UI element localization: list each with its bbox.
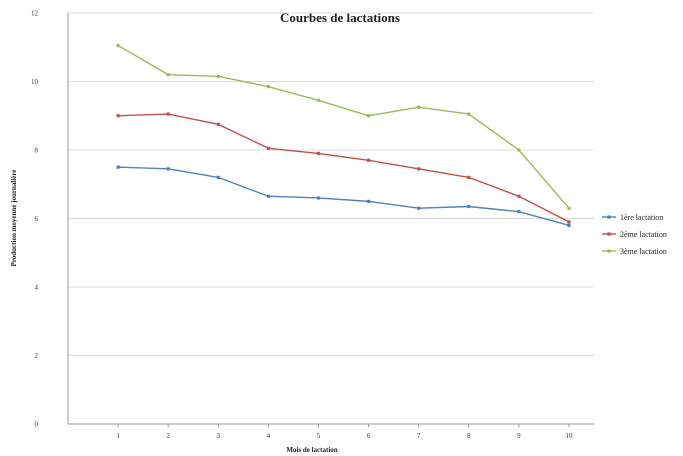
x-tick-label: 7	[417, 432, 421, 440]
data-point-series-1	[567, 223, 571, 227]
x-tick-label: 2	[166, 432, 170, 440]
data-point-series-2	[366, 158, 371, 162]
x-tick-label: 5	[317, 432, 321, 440]
x-axis-label: Mois de lactation	[286, 446, 337, 454]
x-tick-label: 8	[467, 432, 471, 440]
series-line-2	[118, 113, 570, 223]
data-point-series-3	[567, 206, 571, 210]
data-point-series-2	[517, 194, 521, 198]
legend-swatch-marker	[607, 232, 611, 236]
data-point-series-2	[467, 175, 471, 179]
legend-item-2: 2ème lactation	[602, 230, 667, 239]
y-tick-label: 12	[31, 10, 39, 18]
gridlines	[68, 12, 594, 425]
legend-swatch-marker	[607, 215, 611, 219]
data-point-series-1	[517, 210, 521, 214]
data-point-series-3	[366, 114, 371, 118]
data-point-series-3	[517, 148, 521, 152]
data-point-series-1	[316, 196, 321, 200]
x-tick-label: 1	[116, 432, 120, 440]
series-line-3	[117, 44, 570, 209]
x-tick-label: 4	[267, 432, 271, 440]
data-point-series-2	[316, 151, 321, 156]
data-point-series-2	[116, 114, 120, 118]
data-point-series-3	[216, 74, 220, 78]
data-point-series-3	[116, 43, 120, 48]
y-tick-label: 2	[35, 352, 39, 360]
chart-title: Courbes de lactations	[280, 10, 400, 25]
legend-label: 2ème lactation	[620, 230, 667, 239]
y-axis-label: Production moyenne journalière	[10, 170, 18, 267]
y-tick-label: 8	[35, 147, 39, 155]
x-tick-label: 9	[517, 432, 521, 440]
data-point-series-1	[216, 175, 220, 179]
data-point-series-3	[266, 85, 270, 89]
legend-swatch-marker	[607, 249, 611, 253]
legend-item-1: 1ère lactation	[602, 213, 663, 222]
x-tick-label: 10	[565, 432, 573, 440]
y-tick-label: 10	[31, 78, 39, 86]
data-point-series-1	[116, 165, 120, 169]
data-point-series-2	[417, 167, 421, 171]
data-point-series-3	[166, 73, 170, 77]
legend-label: 3ème lactation	[620, 247, 667, 256]
x-tick-label: 6	[367, 432, 371, 440]
legend-label: 1ère lactation	[620, 213, 663, 222]
data-point-series-1	[166, 167, 170, 171]
y-tick-label: 4	[35, 284, 39, 292]
data-point-series-1	[266, 194, 270, 198]
data-point-series-3	[467, 112, 471, 116]
data-point-series-2	[567, 220, 571, 224]
series-lines	[116, 43, 571, 227]
data-point-series-3	[417, 105, 421, 109]
data-point-series-3	[316, 98, 321, 102]
legend: 1ère lactation 2ème lactation 3ème lactati…	[602, 213, 667, 256]
data-point-series-1	[467, 204, 471, 209]
legend-item-3: 3ème lactation	[602, 247, 667, 256]
data-point-series-1	[417, 206, 421, 210]
data-point-series-2	[166, 112, 170, 116]
x-tick-label: 3	[217, 432, 221, 440]
data-point-series-2	[216, 122, 220, 126]
y-tick-label: 0	[35, 421, 39, 429]
y-tick-label: 6	[35, 215, 39, 223]
series-line-1	[118, 166, 570, 227]
data-point-series-2	[266, 146, 270, 150]
data-point-series-1	[366, 199, 371, 203]
